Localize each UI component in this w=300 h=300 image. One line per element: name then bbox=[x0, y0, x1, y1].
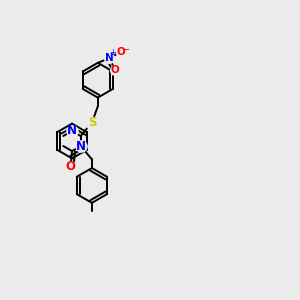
Text: S: S bbox=[88, 116, 96, 129]
Text: N: N bbox=[105, 53, 114, 63]
Text: O: O bbox=[66, 160, 76, 173]
Text: +: + bbox=[109, 48, 116, 57]
Text: −: − bbox=[122, 45, 130, 55]
Text: O: O bbox=[116, 47, 125, 57]
Text: N: N bbox=[67, 124, 77, 137]
Text: O: O bbox=[111, 65, 120, 75]
Text: N: N bbox=[76, 140, 86, 152]
